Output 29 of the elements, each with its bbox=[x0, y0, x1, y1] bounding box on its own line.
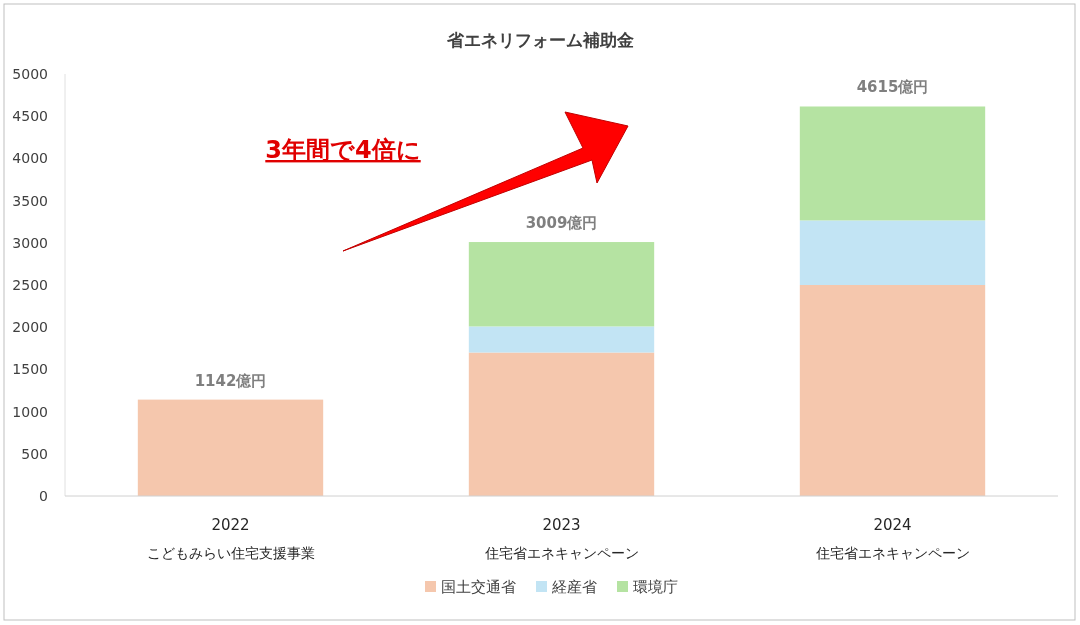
bar bbox=[799, 220, 986, 285]
legend-label: 経産省 bbox=[551, 578, 597, 596]
legend-label: 環境庁 bbox=[633, 578, 678, 596]
legend-label: 国土交通省 bbox=[441, 578, 516, 596]
annotation: 3年間で4倍に bbox=[265, 136, 421, 164]
bar bbox=[468, 352, 655, 496]
bar bbox=[468, 326, 655, 353]
y-tick-label: 3000 bbox=[12, 234, 48, 251]
total-label: 4615億円 bbox=[856, 78, 929, 97]
y-tick-label: 4500 bbox=[12, 108, 48, 125]
bar bbox=[799, 285, 986, 496]
total-label: 3009億円 bbox=[525, 214, 598, 233]
chart-title: 省エネリフォーム補助金 bbox=[445, 30, 634, 50]
bar bbox=[799, 106, 986, 221]
y-tick-label: 500 bbox=[21, 445, 48, 462]
y-tick-label: 0 bbox=[39, 488, 48, 504]
y-tick-label: 5000 bbox=[12, 66, 48, 82]
y-tick-label: 1500 bbox=[12, 361, 48, 378]
x-tick-label: 2024 住宅省エネキャンペーン bbox=[814, 516, 970, 561]
y-tick-label: 3500 bbox=[12, 192, 48, 209]
x-tick-label: 2022 こどもみらい住宅支援事業 bbox=[146, 516, 315, 561]
bar bbox=[468, 242, 655, 327]
y-tick-label: 4000 bbox=[12, 150, 48, 167]
y-tick-label: 2000 bbox=[12, 319, 48, 336]
y-tick-label: 1000 bbox=[12, 403, 48, 420]
x-tick-label: 2023 住宅省エネキャンペーン bbox=[483, 516, 639, 561]
total-label: 1142億円 bbox=[194, 371, 267, 390]
bar bbox=[137, 399, 324, 496]
y-tick-label: 2500 bbox=[12, 277, 48, 293]
